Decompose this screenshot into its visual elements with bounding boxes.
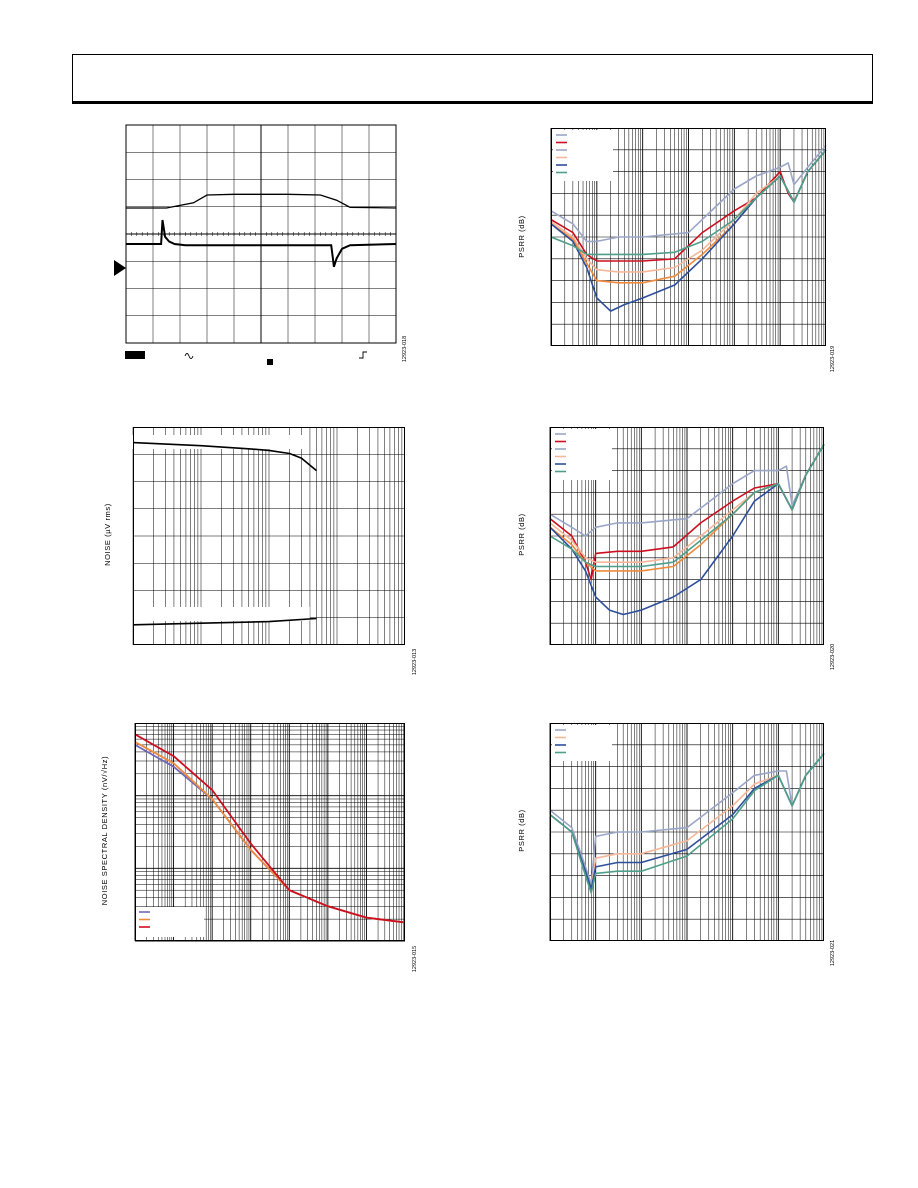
figure-id: 12923-013 <box>412 648 419 676</box>
psrr-plot-top <box>550 128 827 346</box>
noise-series <box>132 441 318 472</box>
noise-series <box>132 617 317 626</box>
noise-rms-plot <box>132 427 405 645</box>
psrr-plot-bottom <box>549 723 825 941</box>
legend-box <box>552 725 612 761</box>
channel-marker-icon <box>114 260 126 276</box>
scope-plot <box>114 124 397 365</box>
scope-trace <box>126 193 397 209</box>
y-axis-label: PSRR (dB) <box>516 513 526 556</box>
figure-id: 12923-015 <box>412 945 419 973</box>
psrr-series <box>550 144 827 243</box>
figure-id: 12923-019 <box>830 345 837 373</box>
psrr-plot-middle <box>549 427 825 645</box>
psrr-series <box>549 752 825 886</box>
plot-frame <box>135 723 405 941</box>
psrr-series <box>549 443 825 537</box>
plot-frame <box>550 723 824 941</box>
bandwidth-icon <box>184 353 194 359</box>
nsd-series <box>134 733 406 924</box>
legend-box <box>553 130 613 181</box>
noise-density-plot <box>134 723 406 942</box>
plot-frame <box>133 427 405 645</box>
page-header-box <box>72 54 873 102</box>
y-axis-label: PSRR (dB) <box>516 215 526 258</box>
scope-trace <box>126 219 397 268</box>
psrr-series <box>549 752 825 894</box>
y-axis-label: NOISE SPECTRAL DENSITY (nV/√Hz) <box>100 755 110 906</box>
trigger-box-icon <box>267 359 273 365</box>
figure-id: 12923-021 <box>830 939 837 967</box>
legend-box <box>134 607 310 621</box>
plot-frame <box>550 427 824 645</box>
header-rule <box>72 102 873 104</box>
legend-box <box>552 429 612 480</box>
psrr-series <box>550 149 827 256</box>
y-axis-label: PSRR (dB) <box>516 809 526 852</box>
psrr-series <box>549 443 825 568</box>
figure-id: 12923-020 <box>830 643 837 671</box>
channel-box-icon <box>125 351 145 359</box>
trigger-edge-icon <box>359 351 367 359</box>
figure-id: 12923-018 <box>402 335 409 363</box>
scope-grid <box>125 124 397 344</box>
plot-frame <box>551 128 826 346</box>
y-axis-label: NOISE (µV rms) <box>102 503 112 566</box>
